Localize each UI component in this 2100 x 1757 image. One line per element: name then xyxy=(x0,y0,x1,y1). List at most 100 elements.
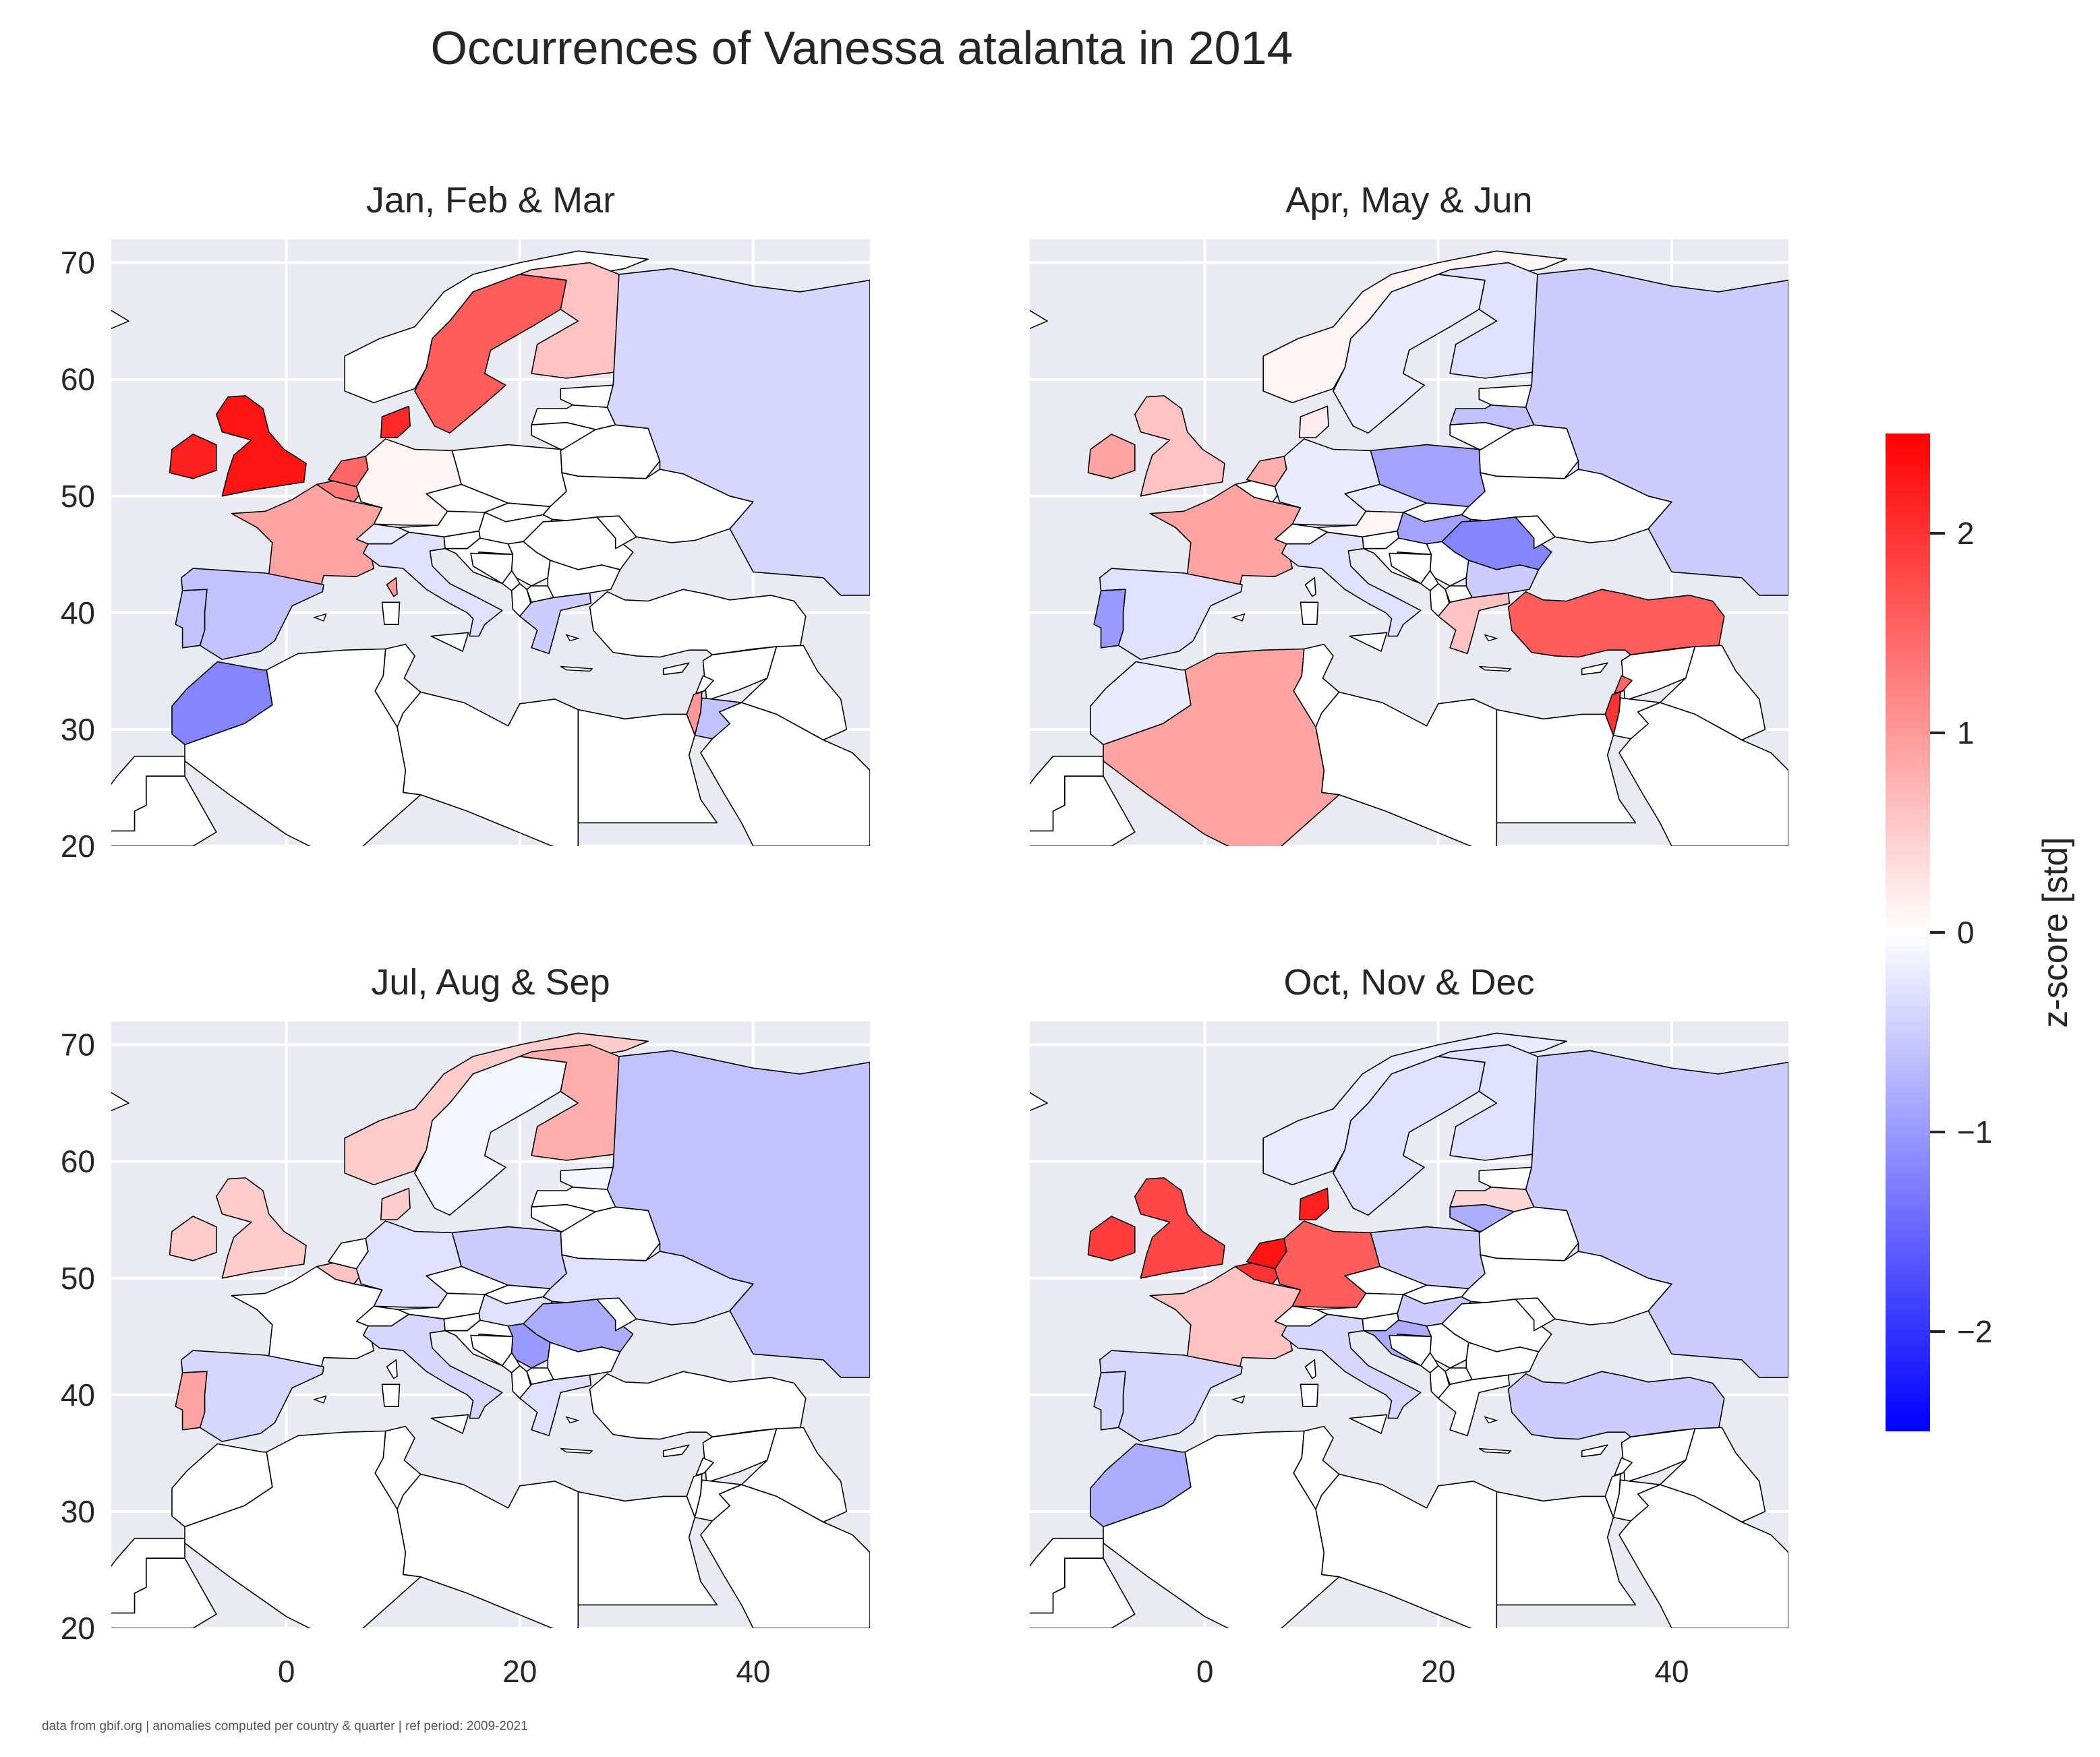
y-tick-label: 20 xyxy=(61,829,95,864)
country-egypt xyxy=(577,1491,718,1606)
footnote: data from gbif.org | anomalies computed … xyxy=(42,1719,528,1733)
country-corsica xyxy=(386,577,398,597)
colorbar: 2 1 0 −1 −2 z-score [std] xyxy=(1886,434,2075,1431)
country-cyprus xyxy=(1581,662,1608,676)
country-croatia xyxy=(1363,1319,1432,1367)
country-saudi-arabia xyxy=(1618,1484,1788,1628)
country-denmark xyxy=(380,1187,411,1220)
country-denmark xyxy=(380,405,411,439)
y-tick-label: 40 xyxy=(61,1377,95,1412)
country-morocco xyxy=(1090,661,1192,746)
country-sweden xyxy=(414,274,567,434)
country-greece xyxy=(519,1374,592,1437)
panel-title: Apr, May & Jun xyxy=(1285,180,1532,220)
country-ireland xyxy=(1087,434,1136,479)
colorbar-tick-label: −2 xyxy=(1957,1314,1992,1349)
country-portugal xyxy=(1093,1371,1126,1431)
y-tick-label: 60 xyxy=(61,362,95,397)
country-greece xyxy=(1438,1374,1511,1437)
country-cyprus xyxy=(662,1444,690,1458)
country-croatia xyxy=(444,537,514,585)
country-italy xyxy=(1281,1313,1422,1419)
colorbar-ticks: 2 1 0 −1 −2 xyxy=(1930,516,1992,1349)
country-russia xyxy=(1525,268,1788,596)
x-tick-label: 0 xyxy=(278,1654,295,1689)
country-united-kingdom xyxy=(1134,395,1225,497)
country-sicily xyxy=(1349,632,1388,652)
island xyxy=(1484,634,1498,642)
country-morocco xyxy=(1090,1443,1192,1528)
country-france xyxy=(1149,483,1302,586)
country-corsica xyxy=(1304,1359,1316,1379)
panel-title: Jul, Aug & Sep xyxy=(371,962,610,1003)
colorbar-tick-label: 2 xyxy=(1957,516,1975,551)
country-iceland xyxy=(1030,309,1048,330)
country-sardinia xyxy=(381,1383,401,1407)
country-sicily xyxy=(1349,1414,1388,1434)
island xyxy=(313,1395,327,1404)
map-panel: Jul, Aug & Sep 70 60 50 40 30 20 0 20 40 xyxy=(61,962,870,1689)
island xyxy=(313,613,327,622)
country-portugal xyxy=(175,1371,208,1431)
x-tick-label: 20 xyxy=(502,1654,537,1689)
island xyxy=(1231,613,1246,622)
country-ireland xyxy=(1087,1216,1136,1261)
country-sweden xyxy=(1333,1056,1486,1216)
country-france xyxy=(231,483,383,586)
country-russia xyxy=(1525,1050,1788,1378)
country-sweden xyxy=(1333,274,1486,434)
country-russia xyxy=(606,1050,870,1378)
country-montenegro xyxy=(501,1352,521,1373)
country-croatia xyxy=(1363,537,1432,585)
map-panel: Oct, Nov & Dec 0 20 40 xyxy=(1030,962,1788,1689)
x-tick-label: 40 xyxy=(736,1654,770,1689)
country-egypt xyxy=(577,709,718,824)
y-tick-label: 50 xyxy=(61,1261,95,1296)
country-montenegro xyxy=(1420,570,1439,591)
x-tick-label: 0 xyxy=(1196,1654,1214,1689)
country-greece xyxy=(1438,592,1511,655)
country-sardinia xyxy=(381,601,401,626)
y-tick-label: 50 xyxy=(61,479,95,514)
country-egypt xyxy=(1496,709,1637,824)
panel-title: Jan, Feb & Mar xyxy=(366,180,615,220)
country-italy xyxy=(362,531,503,637)
island xyxy=(1484,1416,1498,1424)
country-saudi-arabia xyxy=(1618,702,1788,846)
colorbar-tick-label: −1 xyxy=(1957,1114,1992,1150)
island xyxy=(1478,1448,1512,1454)
country-italy xyxy=(1281,531,1422,637)
country-mauritania xyxy=(1030,775,1136,846)
country-greece xyxy=(519,592,592,655)
country-iceland xyxy=(111,309,129,330)
map-panels: Jan, Feb & Mar 70 60 50 40 30 20 Apr, May & Jun… xyxy=(61,180,1788,1689)
y-tick-label: 70 xyxy=(61,245,95,280)
y-tick-label: 40 xyxy=(61,595,95,630)
country-cyprus xyxy=(1581,1444,1608,1458)
country-france xyxy=(1149,1265,1302,1368)
colorbar-gradient xyxy=(1886,434,1930,1431)
country-united-kingdom xyxy=(215,395,307,497)
country-corsica xyxy=(386,1359,398,1379)
country-ireland xyxy=(169,1216,217,1261)
country-portugal xyxy=(1093,589,1126,649)
country-corsica xyxy=(1304,577,1316,597)
country-sicily xyxy=(430,632,469,652)
country-mauritania xyxy=(111,775,217,846)
country-saudi-arabia xyxy=(700,1484,870,1628)
x-tick-label: 40 xyxy=(1654,1654,1689,1689)
country-montenegro xyxy=(501,570,521,591)
country-portugal xyxy=(175,589,208,649)
country-iceland xyxy=(1030,1092,1048,1112)
country-morocco xyxy=(171,1443,273,1528)
y-tick-label: 30 xyxy=(61,712,95,747)
country-united-kingdom xyxy=(1134,1177,1225,1279)
country-russia xyxy=(606,268,870,596)
map-panel: Apr, May & Jun xyxy=(1030,180,1788,847)
country-morocco xyxy=(171,661,273,746)
map-panel: Jan, Feb & Mar 70 60 50 40 30 20 xyxy=(61,180,870,864)
y-tick-label: 30 xyxy=(61,1494,95,1529)
country-mauritania xyxy=(111,1557,217,1628)
country-saudi-arabia xyxy=(700,702,870,846)
